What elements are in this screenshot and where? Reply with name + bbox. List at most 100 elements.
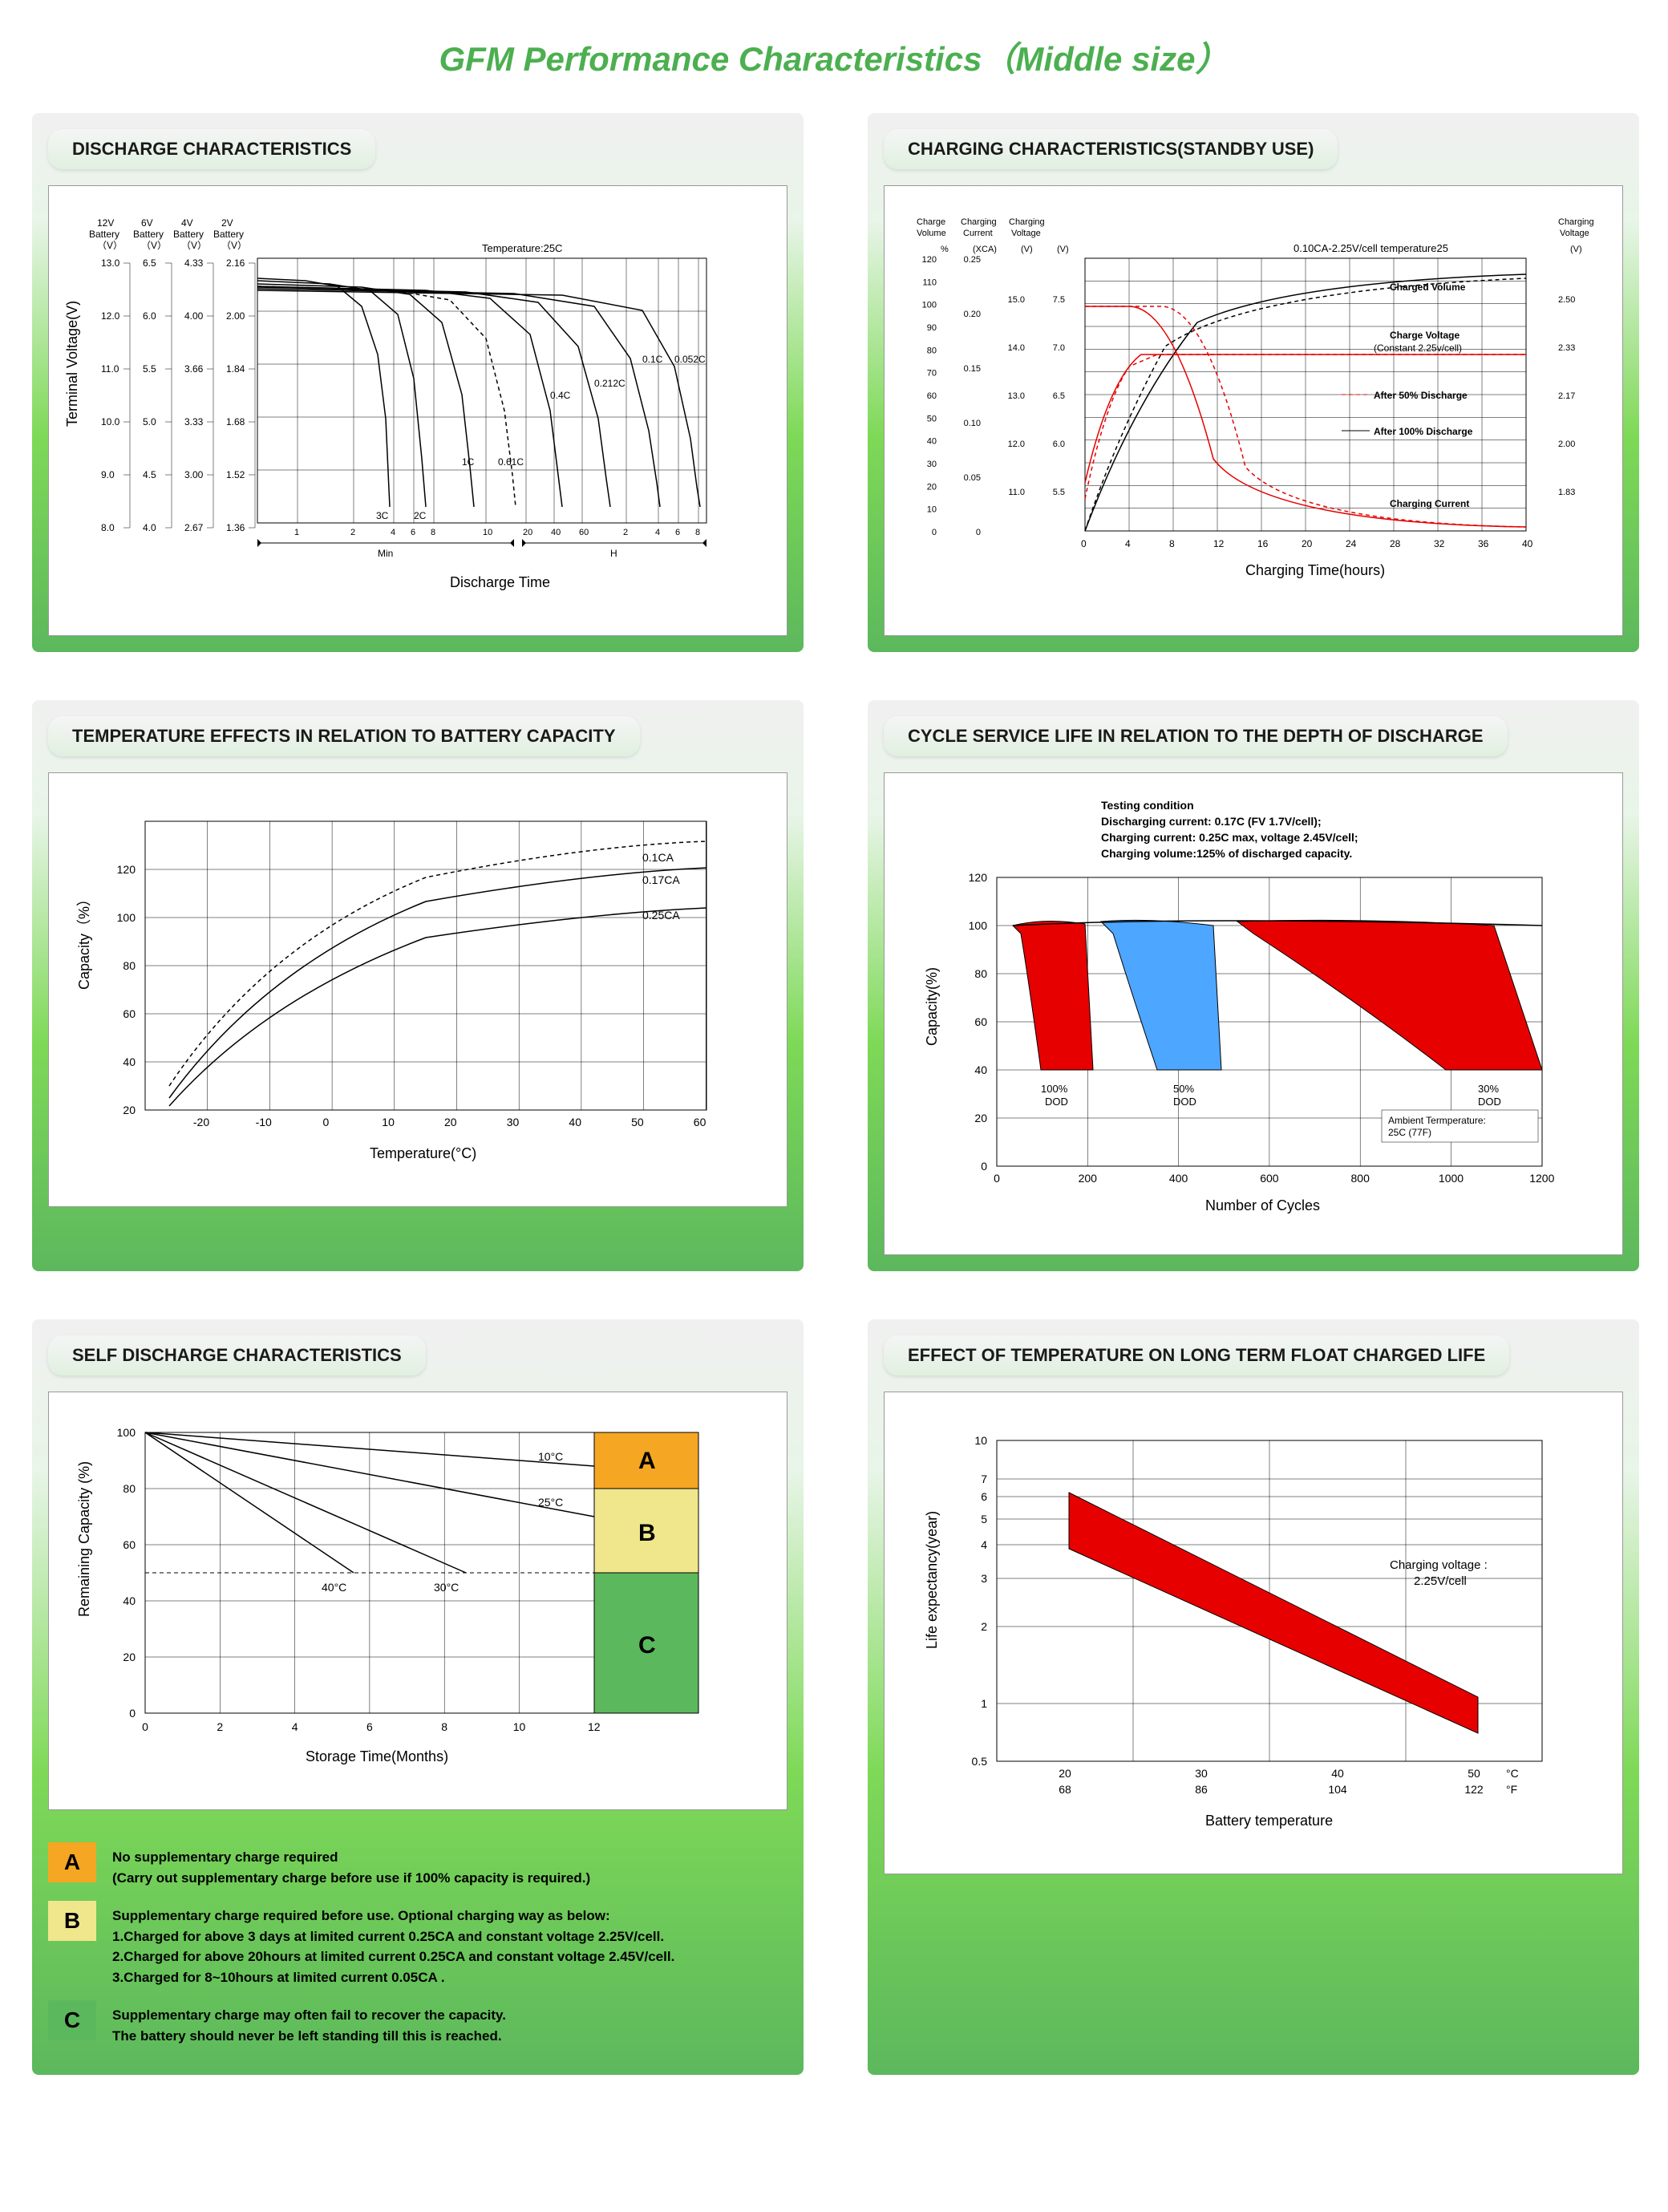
svg-text:16: 16 (1257, 538, 1269, 549)
svg-text:12: 12 (588, 1720, 601, 1733)
svg-text:100: 100 (117, 911, 136, 924)
svg-text:80: 80 (123, 959, 136, 972)
panel-title: CHARGING CHARACTERISTICS(STANDBY USE) (884, 129, 1338, 169)
svg-text:(V): (V) (1570, 245, 1582, 254)
panel-title: TEMPERATURE EFFECTS IN RELATION TO BATTE… (48, 716, 640, 756)
svg-text:104: 104 (1328, 1783, 1347, 1796)
svg-text:1C: 1C (462, 456, 475, 468)
svg-text:5.0: 5.0 (143, 416, 156, 427)
svg-text:2V: 2V (221, 217, 233, 229)
svg-text:110: 110 (922, 278, 937, 287)
svg-text:3: 3 (981, 1572, 987, 1585)
svg-text:Current: Current (963, 229, 993, 238)
svg-text:0.20: 0.20 (964, 310, 981, 319)
svg-text:3.00: 3.00 (184, 469, 204, 480)
svg-text:0: 0 (981, 1160, 987, 1173)
svg-text:20: 20 (927, 482, 937, 492)
svg-text:Volume: Volume (917, 229, 946, 238)
svg-text:(XCA): (XCA) (973, 245, 997, 254)
svg-text:Battery: Battery (133, 229, 164, 240)
svg-text:100: 100 (117, 1426, 136, 1439)
svg-text:0.05: 0.05 (964, 473, 981, 483)
svg-text:6: 6 (411, 528, 415, 537)
svg-text:40: 40 (569, 1116, 581, 1128)
svg-text:Charging current: 0.25C max, v: Charging current: 0.25C max, voltage 2.4… (1101, 831, 1358, 844)
svg-text:10: 10 (927, 505, 937, 515)
svg-text:Charged Volume: Charged Volume (1390, 282, 1466, 293)
svg-text:10: 10 (382, 1116, 395, 1128)
svg-text:120: 120 (117, 863, 136, 876)
svg-text:2: 2 (350, 528, 355, 537)
svg-text:10: 10 (974, 1434, 987, 1447)
svg-text:80: 80 (974, 967, 987, 980)
svg-text:Ambient Termperature:: Ambient Termperature: (1388, 1115, 1486, 1126)
svg-text:122: 122 (1464, 1783, 1484, 1796)
svg-text:20: 20 (974, 1112, 987, 1124)
cycle-life-chart: Testing condition Discharging current: 0… (901, 789, 1606, 1238)
svg-text:50%: 50% (1173, 1083, 1194, 1095)
svg-text:2: 2 (623, 528, 628, 537)
svg-text:Charge: Charge (917, 217, 945, 227)
svg-text:2.00: 2.00 (1558, 440, 1575, 449)
svg-text:0: 0 (994, 1172, 1000, 1185)
svg-text:Charging Current: Charging Current (1390, 498, 1469, 509)
svg-text:7: 7 (981, 1473, 987, 1485)
svg-text:4.0: 4.0 (143, 522, 156, 533)
svg-text:1.52: 1.52 (226, 469, 245, 480)
svg-text:1000: 1000 (1439, 1172, 1464, 1185)
legend-item: ANo supplementary charge required(Carry … (48, 1842, 787, 1888)
svg-text:70: 70 (927, 369, 937, 379)
svg-text:（V）: （V） (181, 240, 207, 251)
svg-text:30%: 30% (1478, 1083, 1499, 1095)
svg-text:8: 8 (441, 1720, 447, 1733)
svg-text:25C (77F): 25C (77F) (1388, 1127, 1431, 1138)
svg-text:Voltage: Voltage (1011, 229, 1041, 238)
svg-text:2.67: 2.67 (184, 522, 204, 533)
self-discharge-chart: A B C 10°C 25°C 30°C 40°C 020406080100 0… (65, 1408, 771, 1793)
svg-text:0.17CA: 0.17CA (642, 873, 680, 886)
svg-text:36: 36 (1478, 538, 1489, 549)
svg-text:Capacity（%）: Capacity（%） (76, 892, 92, 990)
svg-text:200: 200 (1079, 1172, 1098, 1185)
svg-text:8: 8 (431, 528, 435, 537)
svg-text:20: 20 (123, 1651, 136, 1663)
svg-text:7.0: 7.0 (1053, 343, 1065, 353)
svg-text:9.0: 9.0 (101, 469, 115, 480)
svg-text:0.25: 0.25 (964, 255, 981, 265)
svg-text:12.0: 12.0 (101, 310, 120, 322)
svg-text:32: 32 (1434, 538, 1445, 549)
svg-text:40: 40 (123, 1055, 136, 1068)
svg-text:6: 6 (675, 528, 680, 537)
svg-text:40°C: 40°C (322, 1581, 346, 1594)
svg-text:DOD: DOD (1478, 1096, 1501, 1108)
svg-text:0.25CA: 0.25CA (642, 909, 680, 922)
svg-text:1.36: 1.36 (226, 522, 245, 533)
svg-text:86: 86 (1195, 1783, 1208, 1796)
svg-text:3.66: 3.66 (184, 363, 204, 375)
svg-text:10: 10 (513, 1720, 526, 1733)
svg-text:60: 60 (974, 1015, 987, 1028)
svg-text:0.5: 0.5 (972, 1755, 988, 1768)
svg-text:20: 20 (1059, 1767, 1071, 1780)
discharge-panel: DISCHARGE CHARACTERISTICS 12VBattery（V） … (32, 113, 804, 652)
svg-text:4V: 4V (181, 217, 193, 229)
svg-text:40: 40 (1522, 538, 1533, 549)
svg-text:30: 30 (927, 460, 937, 469)
svg-text:After 50% Discharge: After 50% Discharge (1374, 390, 1468, 401)
svg-text:2.16: 2.16 (226, 257, 245, 269)
svg-text:20: 20 (523, 528, 532, 537)
svg-text:4: 4 (391, 528, 395, 537)
svg-text:10: 10 (483, 528, 492, 537)
svg-text:60: 60 (927, 391, 937, 401)
svg-text:-10: -10 (256, 1116, 272, 1128)
svg-text:0.1CA: 0.1CA (642, 851, 674, 864)
svg-text:Battery: Battery (213, 229, 244, 240)
svg-text:0: 0 (932, 528, 937, 537)
svg-text:Battery: Battery (89, 229, 119, 240)
svg-text:2C: 2C (414, 510, 427, 521)
svg-text:8: 8 (695, 528, 700, 537)
charging-panel: CHARGING CHARACTERISTICS(STANDBY USE) Ch… (868, 113, 1639, 652)
svg-text:60: 60 (694, 1116, 706, 1128)
svg-text:0.15: 0.15 (964, 364, 981, 374)
svg-text:30°C: 30°C (434, 1581, 459, 1594)
